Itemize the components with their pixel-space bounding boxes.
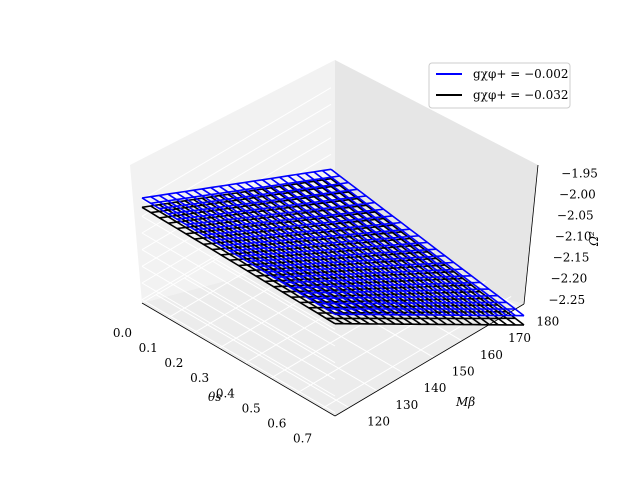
surface-blue-line (321, 169, 516, 317)
y-axis-line (334, 303, 525, 417)
surface-blue-line (287, 175, 482, 317)
tick-labels: 0.0 0.1 0.2 0.3 0.4 0.5 0.6 0.7 120 130 140 150 160 1… (113, 166, 598, 445)
floor-grid-line (155, 294, 350, 409)
surface-blue-line (201, 188, 396, 316)
x-tick-label: 0.4 (216, 386, 235, 400)
x-tick-label: 0.0 (113, 326, 132, 340)
surface-blue-line (193, 189, 387, 316)
x-tick-label: 0.5 (242, 401, 261, 415)
y-axis-label: Mβ (455, 395, 475, 409)
z-tick-label: −2.00 (559, 187, 596, 201)
surface-blue-line (253, 180, 448, 316)
surface-blue-line (261, 179, 456, 316)
z-tick-label: −2.15 (553, 251, 590, 265)
right-pane (335, 60, 538, 304)
surface-blue-line (304, 172, 499, 317)
x-tick-label: 0.6 (267, 416, 286, 430)
y-tick-label: 160 (480, 348, 503, 362)
surface-blue-line (279, 176, 473, 316)
x-axis-label: θs (208, 390, 221, 404)
surface-blue-line (236, 183, 430, 316)
surface-black-line (330, 178, 525, 326)
floor-grid-line (184, 277, 378, 392)
surface-black-line (150, 205, 345, 325)
z-tick-label: −2.25 (548, 293, 585, 307)
y-tick-label: 170 (508, 331, 531, 345)
z-tick-label: −2.05 (557, 209, 594, 223)
surface-blue-line (313, 171, 508, 317)
surface-black-line (141, 206, 336, 325)
legend-label-blue: gχφ+ = −0.002 (473, 67, 569, 81)
y-tick-label: 130 (395, 398, 418, 412)
surface-blue-line (141, 197, 336, 315)
x-axis-line (141, 302, 336, 417)
axes (141, 164, 539, 417)
z-tick-label: −2.10 (555, 230, 592, 244)
surface-blue-line (184, 190, 379, 316)
floor-grid-line (212, 260, 406, 375)
wall-grid-line (141, 215, 336, 330)
x-tick-label: 0.1 (139, 341, 158, 355)
surface-blue-line (270, 177, 465, 316)
wall-grid-line (141, 87, 332, 201)
wall-grid-line (141, 153, 332, 267)
surfaces (141, 168, 525, 326)
wall-grid-line (141, 265, 336, 380)
surface-black-line (321, 179, 516, 326)
x-tick-label: 0.3 (190, 371, 209, 385)
z-tick-label: −2.20 (551, 272, 588, 286)
legend-label-black: gχφ+ = −0.032 (473, 88, 569, 102)
surface-blue (141, 168, 525, 317)
surface-blue-line (227, 184, 422, 316)
surface-blue-line (150, 196, 345, 316)
surface-blue-line (218, 185, 413, 316)
y-tick-label: 180 (536, 314, 559, 328)
z-tick-label: −1.95 (561, 166, 598, 180)
wall-grid-line (141, 299, 336, 414)
y-tick-label: 150 (452, 364, 475, 378)
surface-blue-line (167, 193, 362, 316)
surface-blue-line (158, 194, 353, 316)
z-axis-label: Ω² (587, 231, 601, 247)
surface-blue-line (296, 173, 491, 317)
surface-blue-line (244, 181, 439, 316)
surface-blue-line (175, 192, 370, 316)
x-tick-label: 0.2 (164, 356, 183, 370)
y-tick-label: 140 (424, 381, 447, 395)
z-axis-line (523, 164, 539, 305)
wall-grid-line (141, 249, 336, 364)
wall-grid-line (141, 282, 336, 397)
x-tick-label: 0.7 (293, 431, 312, 445)
y-tick-label: 120 (367, 415, 390, 429)
wall-grid-line (141, 232, 336, 347)
legend-box (428, 62, 571, 109)
legend: gχφ+ = −0.002 gχφ+ = −0.032 (428, 62, 571, 109)
surface-blue-line (330, 168, 525, 317)
surface-blue-line (210, 186, 405, 316)
